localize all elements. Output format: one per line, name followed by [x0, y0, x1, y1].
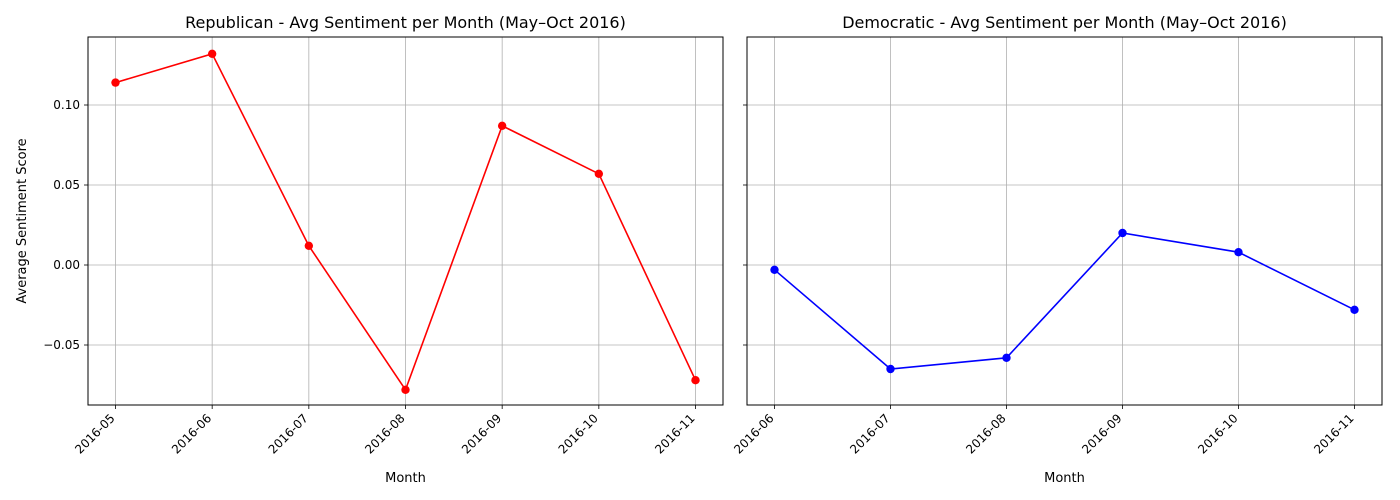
- x-tick-label: 2016-10: [556, 411, 601, 456]
- y-tick-label: 0.00: [53, 258, 80, 272]
- chart-panel-2: 2016-06 2016-07 2016-08 2016-09 2016-10 2016-…: [731, 13, 1383, 486]
- y-tick-label: 0.10: [53, 98, 80, 112]
- x-tick-label: 2016-09: [459, 411, 504, 456]
- x-tick-label: 2016-07: [266, 411, 311, 456]
- y-tick-label: 0.05: [53, 178, 80, 192]
- data-point: [1002, 353, 1011, 362]
- x-tick-label: 2016-06: [731, 411, 776, 456]
- data-point: [497, 121, 507, 130]
- x-tick-label: 2016-06: [169, 411, 214, 456]
- x-tick-label: 2016-07: [847, 411, 892, 456]
- x-tick-label: 2016-11: [1311, 411, 1356, 456]
- x-tick-label: 2016-11: [652, 411, 697, 456]
- x-tick-label: 2016-08: [362, 411, 407, 456]
- data-point: [594, 169, 604, 178]
- data-point: [691, 376, 700, 385]
- data-point: [1350, 305, 1359, 314]
- data-point: [304, 241, 314, 250]
- y-axis-label: Average Sentiment Score: [15, 138, 30, 303]
- x-tick-label: 2016-10: [1195, 411, 1240, 456]
- x-tick-label: 2016-09: [1079, 411, 1124, 456]
- x-tick-label: 2016-08: [963, 411, 1008, 456]
- y-tick-label: −0.05: [43, 338, 80, 352]
- data-point: [111, 78, 120, 87]
- plot-frame: [746, 36, 1383, 406]
- series-line: [773, 232, 1355, 370]
- data-point: [1118, 228, 1127, 238]
- data-point: [1234, 248, 1243, 257]
- plot-frame: [87, 36, 724, 406]
- x-tick-label: 2016-05: [72, 411, 117, 456]
- data-point: [770, 265, 779, 274]
- chart-title: Democratic - Avg Sentiment per Month (Ma…: [842, 13, 1287, 32]
- data-point: [886, 364, 895, 374]
- chart-title: Republican - Avg Sentiment per Month (Ma…: [185, 13, 626, 32]
- x-axis-label: Month: [385, 471, 426, 486]
- x-axis-label: Month: [1044, 471, 1085, 486]
- data-point: [401, 385, 410, 394]
- data-point: [207, 49, 217, 58]
- chart-panel-1: 2016-05 2016-06 2016-07 2016-08 2016-09 2016-…: [15, 13, 724, 486]
